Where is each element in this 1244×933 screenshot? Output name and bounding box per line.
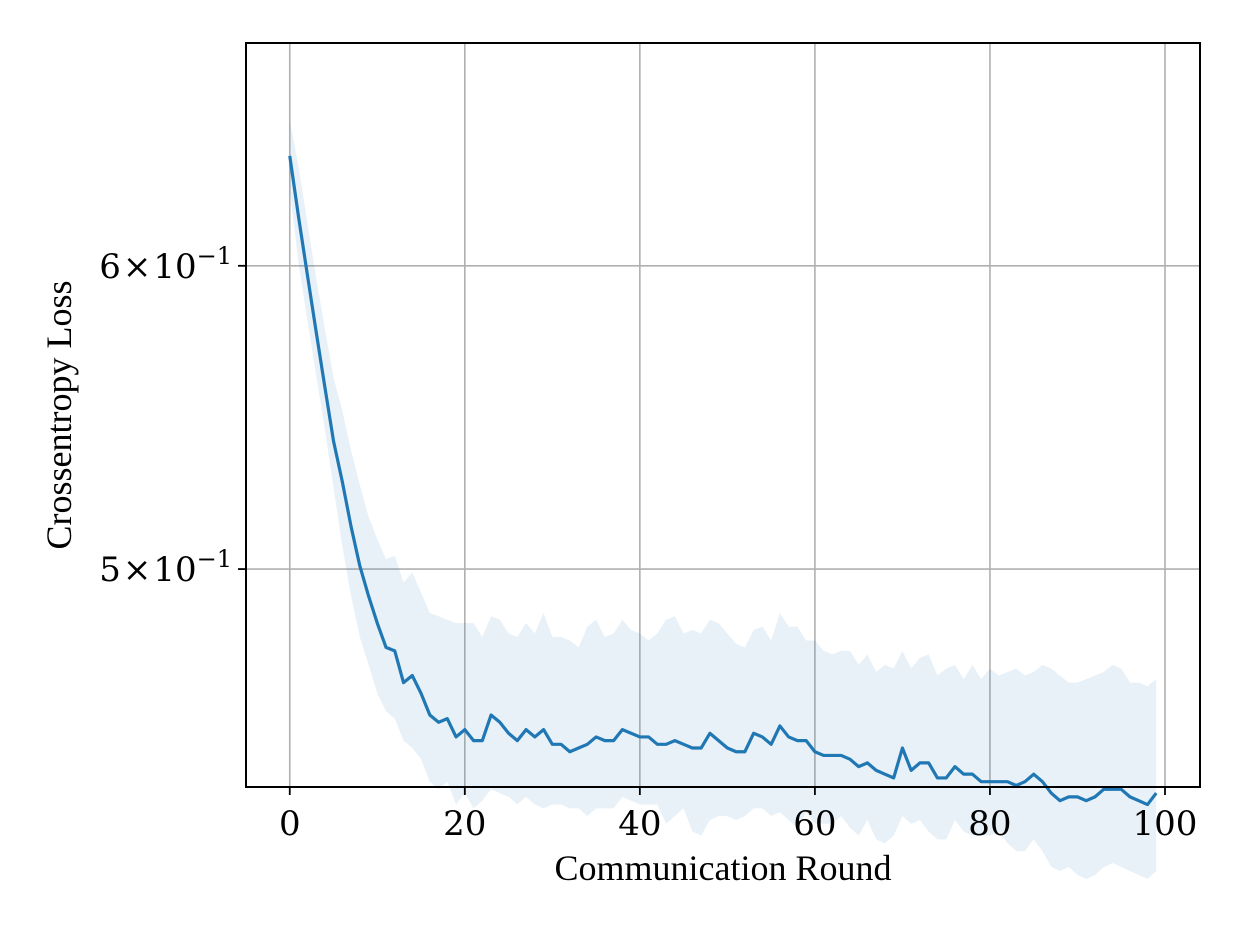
y-tick-labels: 6×10−15×10−1: [99, 242, 232, 590]
y-tick-exp-base: 10: [153, 247, 196, 287]
x-tick-label: 80: [968, 804, 1011, 844]
ticks: [238, 264, 1166, 795]
y-tick-label: 6×10−1: [99, 242, 232, 287]
confidence-band: [289, 119, 1157, 880]
y-tick-exp: −1: [197, 545, 232, 573]
y-tick-exp-base: 10: [153, 550, 196, 590]
y-axis-label: Crossentropy Loss: [39, 281, 79, 550]
x-tick-label: 60: [793, 804, 836, 844]
x-tick-label: 100: [1133, 804, 1198, 844]
x-tick-labels: 0 20 40 60 80 100: [279, 804, 1198, 844]
x-tick-label: 20: [443, 804, 486, 844]
plot-frame: [245, 42, 1201, 788]
y-tick-times: ×: [123, 247, 152, 287]
y-tick-base: 6: [99, 247, 121, 287]
confidence-band-layer: [289, 119, 1157, 880]
y-tick-base: 5: [99, 550, 121, 590]
y-tick-exp: −1: [197, 242, 232, 270]
y-tick-label: 5×10−1: [99, 545, 232, 590]
loss-line-layer: [288, 155, 1158, 807]
x-tick-label: 0: [279, 804, 301, 844]
y-tick-times: ×: [123, 550, 152, 590]
grid: [246, 43, 1200, 787]
loss-line: [288, 155, 1158, 807]
x-tick-label: 40: [618, 804, 661, 844]
x-axis-label: Communication Round: [555, 848, 892, 888]
